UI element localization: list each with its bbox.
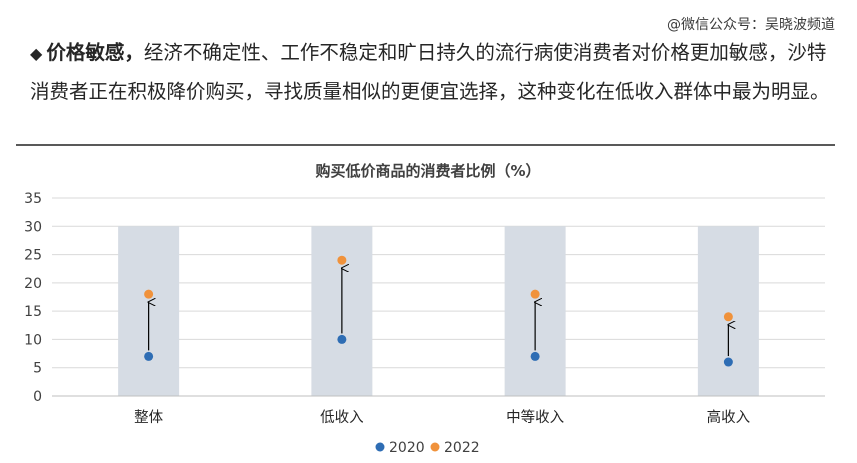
diamond-bullet-icon: ◆ bbox=[30, 44, 43, 63]
point-2020 bbox=[530, 351, 540, 361]
y-tick-label: 0 bbox=[33, 389, 42, 405]
y-tick-label: 20 bbox=[24, 276, 42, 292]
headline-text: 经济不确定性、工作不稳定和旷日持久的流行病使消费者对价格更加敏感，沙特消费者正在… bbox=[30, 41, 830, 103]
y-tick-label: 15 bbox=[24, 304, 42, 320]
watermark: @微信公众号：吴晓波频道 bbox=[667, 17, 835, 33]
consumer-share-chart: 购买低价商品的消费者比例（%） 0 5 10 15 20 25 30 35 整体 低收入 中等收入 高… bbox=[24, 162, 825, 456]
y-tick-label: 30 bbox=[24, 219, 42, 235]
divider bbox=[16, 144, 835, 146]
point-2022 bbox=[337, 255, 347, 265]
legend-marker-2020 bbox=[375, 442, 385, 452]
legend-marker-2022 bbox=[430, 442, 440, 452]
y-tick-label: 10 bbox=[24, 332, 42, 348]
y-tick-label: 25 bbox=[24, 248, 42, 264]
headline-lead: 价格敏感， bbox=[46, 41, 144, 64]
category-band bbox=[697, 226, 759, 396]
x-category-label: 整体 bbox=[134, 409, 163, 426]
y-tick-label: 35 bbox=[24, 191, 42, 207]
x-category-label: 低收入 bbox=[320, 409, 364, 426]
headline-paragraph: ◆ 价格敏感，经济不确定性、工作不稳定和旷日持久的流行病使消费者对价格更加敏感，沙… bbox=[30, 34, 835, 111]
point-2022 bbox=[723, 312, 733, 322]
point-2020 bbox=[144, 351, 154, 361]
legend-label-2022: 2022 bbox=[444, 440, 480, 456]
y-tick-label: 5 bbox=[33, 361, 42, 377]
point-2020 bbox=[723, 357, 733, 367]
legend-label-2020: 2020 bbox=[389, 440, 425, 456]
point-2020 bbox=[337, 334, 347, 344]
point-2022 bbox=[144, 289, 154, 299]
x-category-label: 中等收入 bbox=[506, 408, 564, 426]
point-2022 bbox=[530, 289, 540, 299]
chart-title: 购买低价商品的消费者比例（%） bbox=[315, 162, 540, 180]
x-category-label: 高收入 bbox=[707, 409, 751, 426]
